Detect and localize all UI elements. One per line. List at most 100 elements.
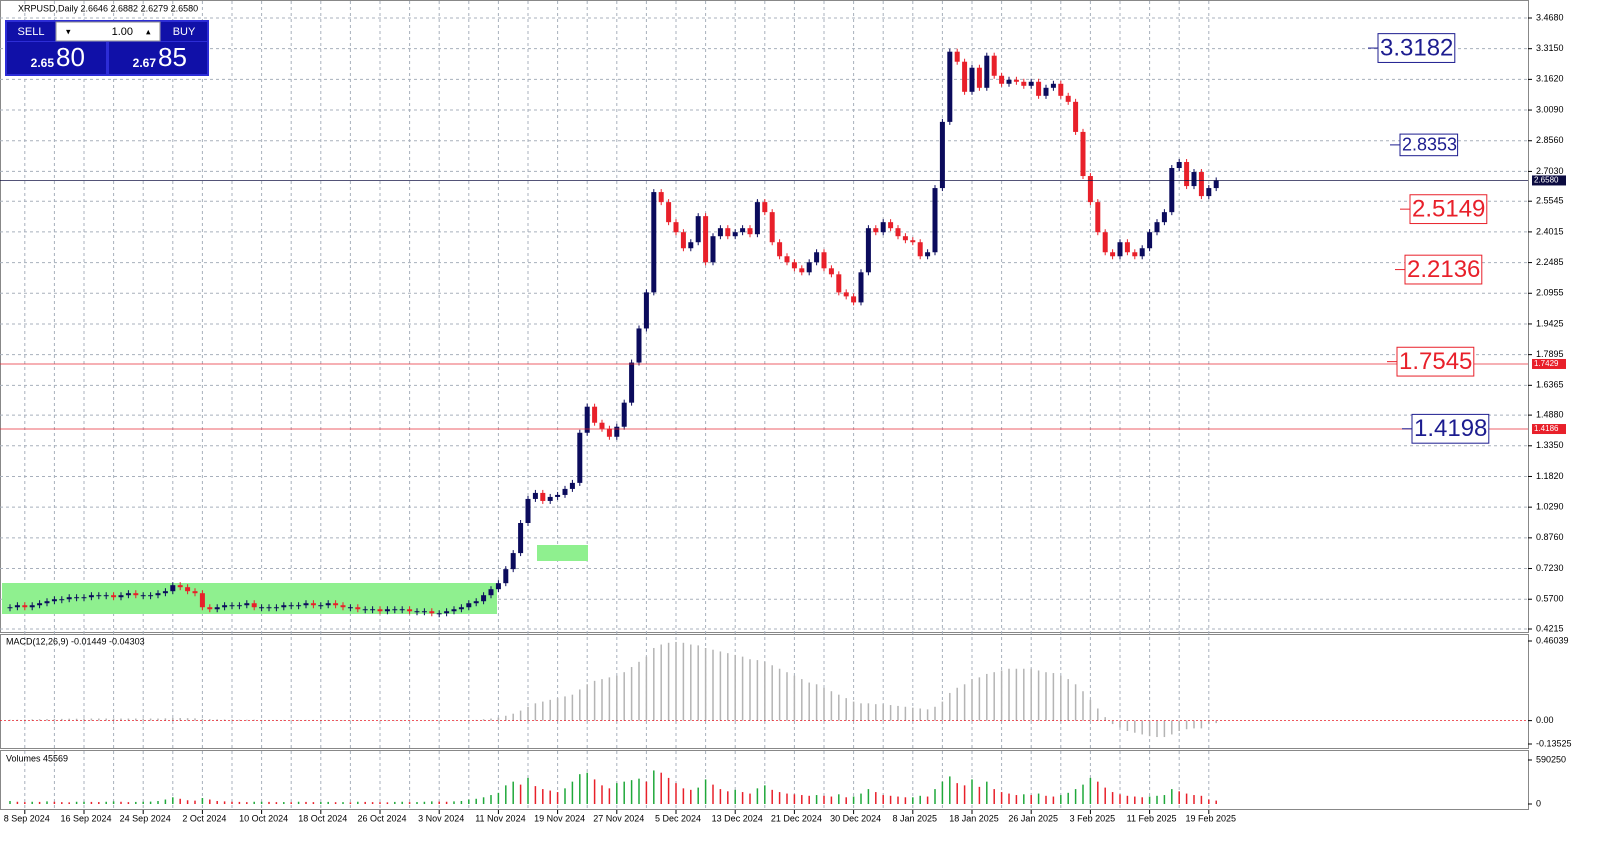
lot-input[interactable]: [55, 21, 161, 42]
macd-bar: [1082, 691, 1084, 721]
volume-bar: [386, 802, 389, 804]
volume-bar: [475, 798, 477, 804]
macd-bar: [75, 718, 78, 721]
sell-price-small: 2.65: [31, 56, 55, 70]
sell-price-big: 80: [56, 42, 85, 72]
volume-bar: [1185, 793, 1188, 804]
y-tick-label: 2.5545: [1536, 196, 1564, 206]
y-tick-label: 2.4015: [1536, 226, 1564, 236]
candle: [347, 607, 353, 609]
volume-bar: [16, 801, 19, 804]
candle: [103, 595, 109, 597]
macd-bar: [246, 719, 248, 721]
candle: [621, 402, 627, 427]
y-tick-label: 0.5700: [1536, 594, 1564, 604]
y-tick-label: 0: [1536, 798, 1541, 808]
volume-bar: [860, 793, 862, 804]
volume-bar: [431, 801, 433, 804]
volume-bar: [719, 789, 722, 804]
candle: [865, 228, 871, 273]
candle: [414, 611, 420, 613]
macd-bar: [1156, 720, 1158, 738]
candle: [651, 192, 657, 293]
buy-button[interactable]: [161, 22, 207, 41]
sell-button[interactable]: [7, 22, 55, 41]
candle: [614, 426, 620, 437]
macd-bar: [527, 706, 529, 721]
x-tick-label: 19 Feb 2025: [1186, 813, 1237, 823]
buy-quote[interactable]: [109, 42, 207, 74]
volume-bar: [556, 792, 559, 804]
macd-bar: [867, 703, 870, 721]
volume-bar: [764, 785, 766, 804]
volume-bar: [135, 801, 137, 804]
volume-bar: [993, 789, 995, 804]
volume-bar: [290, 802, 292, 804]
volume-bar: [690, 789, 692, 804]
candle: [880, 222, 886, 233]
macd-bar: [149, 718, 152, 721]
volume-bar: [830, 796, 833, 804]
macd-bar: [342, 720, 344, 721]
candle: [962, 61, 968, 92]
macd-bar: [1052, 673, 1055, 721]
candle: [695, 216, 701, 243]
candle: [1161, 212, 1167, 223]
candle: [421, 611, 427, 613]
candle: [244, 603, 250, 606]
macd-bar: [142, 718, 144, 721]
candle: [384, 609, 390, 612]
macd-bar: [815, 684, 818, 721]
y-tick-label: 2.0955: [1536, 288, 1564, 298]
candle: [525, 498, 531, 524]
candle: [1191, 172, 1197, 187]
up-arrow[interactable]: ▴: [146, 26, 151, 36]
level-box: [1409, 194, 1488, 225]
volume-bar: [83, 801, 85, 804]
candle: [791, 262, 797, 269]
macd-bar: [1185, 720, 1188, 730]
candle: [666, 202, 672, 223]
candle: [769, 212, 775, 243]
candle: [1050, 83, 1056, 88]
macd-bar: [1193, 720, 1195, 729]
volume-bar: [179, 798, 181, 804]
candle: [466, 603, 472, 608]
sell-quote[interactable]: [7, 42, 106, 74]
candle: [799, 268, 805, 273]
candle: [14, 605, 20, 608]
macd-bar: [682, 642, 685, 721]
candle: [895, 228, 901, 237]
volume-bar: [268, 801, 270, 804]
lot-value[interactable]: 1.00: [112, 26, 133, 38]
candle: [1028, 81, 1034, 86]
macd-bar: [534, 703, 537, 721]
volume-bar: [164, 799, 167, 804]
volume-bar: [1045, 795, 1047, 804]
y-tick-label: 3.3150: [1536, 43, 1564, 53]
volume-bar: [734, 789, 736, 804]
candle: [1102, 232, 1108, 253]
macd-bar: [1215, 720, 1217, 724]
macd-bar: [586, 684, 588, 721]
macd-bar: [956, 687, 958, 721]
volume-bar: [216, 801, 218, 804]
macd-bar: [83, 718, 85, 721]
volume-bar: [638, 778, 640, 804]
volume-bar: [786, 793, 788, 804]
volume-bar: [460, 801, 463, 804]
y-tick-label: 2.2485: [1536, 257, 1564, 267]
x-tick-label: 30 Dec 2024: [830, 813, 881, 823]
volume-bar: [364, 801, 366, 804]
volume-bar: [549, 790, 551, 804]
candle: [162, 591, 168, 594]
candle: [125, 593, 131, 596]
buy-label[interactable]: BUY: [173, 26, 196, 38]
y-tick-label: 0.46039: [1536, 635, 1569, 645]
volume-bar: [1015, 795, 1018, 804]
volume-bar: [653, 770, 655, 804]
macd-bar: [438, 720, 440, 722]
sell-label[interactable]: SELL: [18, 26, 45, 38]
y-tick-label: 1.9425: [1536, 318, 1564, 328]
down-arrow[interactable]: ▾: [66, 26, 71, 36]
